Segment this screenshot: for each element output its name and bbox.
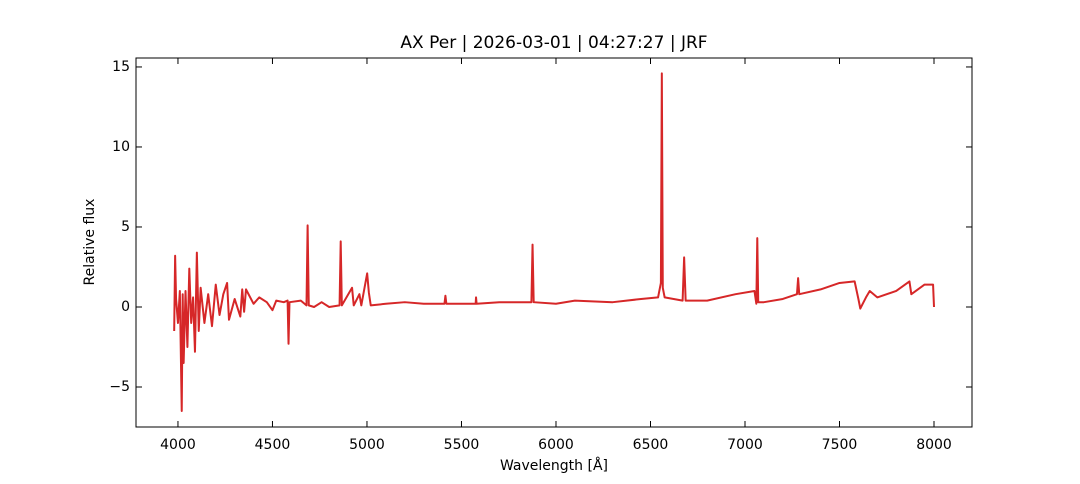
- x-tick-label: 5000: [349, 437, 385, 453]
- x-tick-label: 4500: [255, 437, 291, 453]
- x-axis-label: Wavelength [Å]: [500, 457, 608, 474]
- x-tick-label: 6500: [633, 437, 669, 453]
- axes-frame: [135, 57, 973, 428]
- x-tick-label: 7000: [727, 437, 763, 453]
- y-axis-label: Relative flux: [82, 199, 98, 286]
- plot-area: [173, 72, 936, 412]
- spectrum-line: [173, 72, 936, 412]
- x-tick-label: 6000: [538, 437, 574, 453]
- y-tick-label: 15: [112, 59, 130, 75]
- y-tick-label: 10: [112, 139, 130, 155]
- y-tick-label: −5: [109, 379, 130, 395]
- y-tick-label: 5: [121, 219, 130, 235]
- chart-title: AX Per | 2026-03-01 | 04:27:27 | JRF: [400, 33, 707, 53]
- x-tick-label: 8000: [916, 437, 952, 453]
- x-tick-label: 7500: [822, 437, 858, 453]
- x-tick-label: 4000: [160, 437, 196, 453]
- y-tick-label: 0: [121, 299, 130, 315]
- x-tick-label: 5500: [444, 437, 480, 453]
